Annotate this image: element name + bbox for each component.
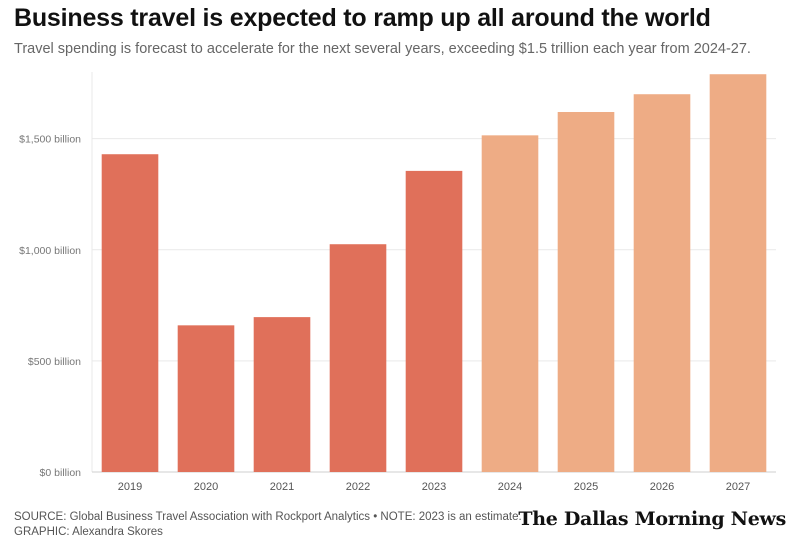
bar-2025 [557,112,615,472]
publisher-logo: The Dallas Morning News [518,508,786,530]
bar-2020 [177,325,235,472]
x-tick-label: 2027 [726,481,750,493]
y-tick-label: $1,000 billion [19,245,81,257]
bars [101,74,767,473]
y-tick-label: $0 billion [40,467,82,479]
x-tick-label: 2019 [118,481,142,493]
y-tick-label: $1,500 billion [19,134,81,146]
bar-2027 [709,74,767,472]
bar-2024 [481,135,539,473]
bar-2023 [405,170,463,472]
chart-title: Business travel is expected to ramp up a… [14,4,711,32]
y-axis-ticks: $0 billion $500 billion $1,000 billion $1,5… [19,134,81,479]
x-tick-label: 2026 [650,481,674,493]
chart-subtitle: Travel spending is forecast to accelerat… [14,41,751,57]
bar-2019 [101,154,159,472]
y-tick-label: $500 billion [28,356,81,368]
chart-footer: SOURCE: Global Business Travel Associati… [14,510,522,540]
source-note: SOURCE: Global Business Travel Associati… [14,511,522,523]
x-tick-label: 2023 [422,481,446,493]
bar-2021 [253,317,311,472]
x-tick-label: 2024 [498,481,522,493]
bar-2026 [633,94,691,472]
x-tick-label: 2025 [574,481,598,493]
x-tick-label: 2021 [270,481,294,493]
graphic-credit: GRAPHIC: Alexandra Skores [14,526,163,538]
x-tick-label: 2020 [194,481,218,493]
bar-2022 [329,244,387,472]
x-axis-ticks: 2019 2020 2021 2022 2023 2024 2025 2026 2027 [118,481,750,493]
x-tick-label: 2022 [346,481,370,493]
